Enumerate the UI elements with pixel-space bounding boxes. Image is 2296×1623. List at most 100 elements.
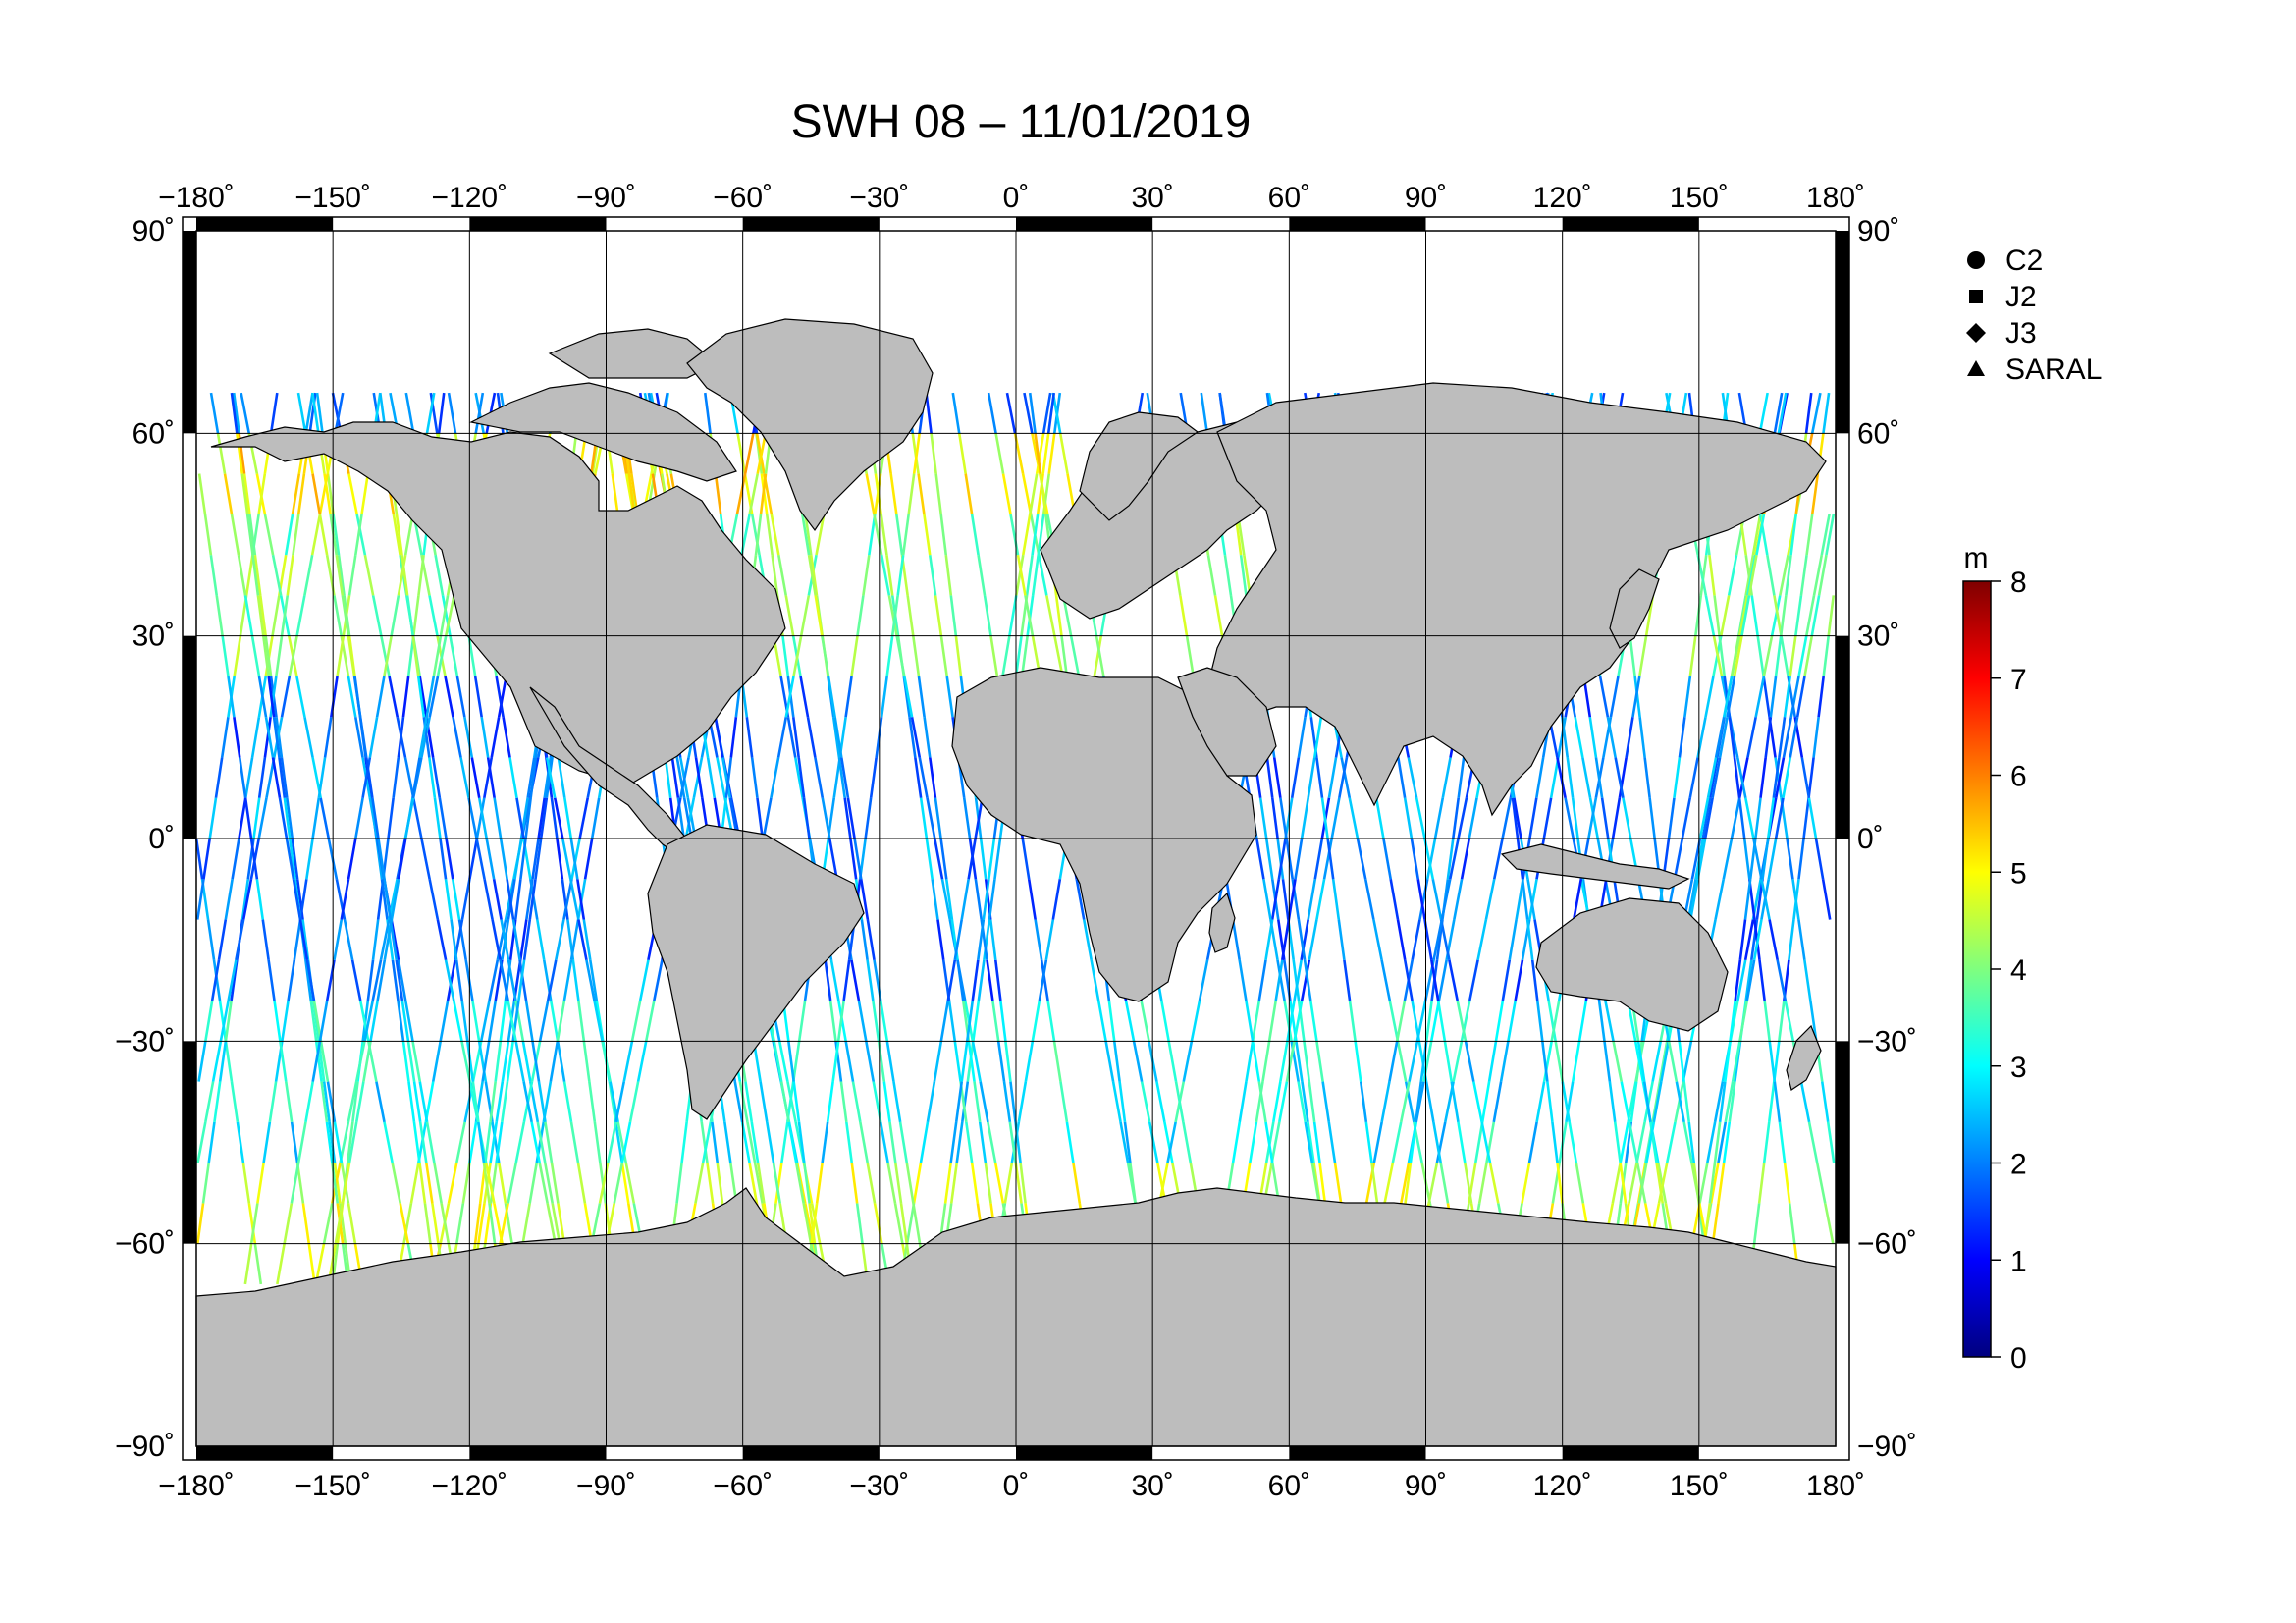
track-segment <box>550 797 559 839</box>
track-segment <box>882 1081 891 1123</box>
frame-bar-top <box>469 217 607 231</box>
track-segment <box>1044 919 1055 961</box>
track-segment <box>1297 1081 1308 1123</box>
track-segment <box>1614 757 1625 798</box>
track-segment <box>444 879 453 920</box>
track-segment <box>1802 797 1810 839</box>
track-segment <box>743 433 755 474</box>
track-segment <box>1213 595 1224 636</box>
track-segment <box>1789 635 1797 677</box>
track-segment <box>361 757 372 798</box>
track-segment <box>1752 1203 1761 1244</box>
track-segment <box>784 595 795 636</box>
track-segment <box>392 514 401 556</box>
track-segment <box>1530 959 1539 1001</box>
track-segment <box>970 1162 980 1204</box>
track-segment <box>589 959 599 1001</box>
track-segment <box>518 919 528 960</box>
track-segment <box>195 879 205 920</box>
track-segment <box>431 757 442 798</box>
track-segment <box>1763 1000 1772 1042</box>
track-segment <box>1820 1081 1830 1123</box>
track-segment <box>912 433 921 474</box>
track-segment <box>962 797 972 839</box>
track-segment <box>213 1081 222 1123</box>
track-segment <box>331 1162 342 1204</box>
track-segment <box>792 635 803 677</box>
track-segment <box>296 473 306 515</box>
track-segment <box>264 716 275 758</box>
track-segment <box>885 635 894 677</box>
track-segment <box>620 1121 632 1163</box>
track-segment <box>762 797 773 839</box>
track-segment <box>1804 392 1813 434</box>
track-segment <box>1629 635 1636 677</box>
track-segment <box>1022 514 1032 556</box>
track-segment <box>1415 797 1426 839</box>
track-segment <box>449 635 459 677</box>
track-segment <box>556 838 564 880</box>
track-segment <box>802 797 811 839</box>
track-segment <box>1264 1121 1274 1163</box>
lon-tick-label: −180˚ <box>158 182 235 214</box>
track-segment <box>1075 879 1086 920</box>
track-segment <box>1682 1081 1691 1123</box>
track-segment <box>447 392 457 434</box>
track-segment <box>1297 716 1307 758</box>
track-segment <box>1782 716 1793 758</box>
track-segment <box>1003 1162 1014 1204</box>
lon-tick-label: −150˚ <box>294 1470 371 1502</box>
track-segment <box>961 1081 970 1123</box>
track-segment <box>303 554 314 596</box>
track-segment <box>1179 595 1189 636</box>
track-segment <box>420 838 431 880</box>
track-segment <box>1433 797 1445 839</box>
track-segment <box>363 554 375 596</box>
track-segment <box>501 1081 509 1123</box>
track-segment <box>1255 838 1265 880</box>
track-segment <box>240 392 251 434</box>
track-segment <box>706 1162 715 1204</box>
track-segment <box>1265 757 1274 798</box>
track-segment <box>1415 1000 1427 1042</box>
lat-tick-label: −30˚ <box>1857 1025 1917 1057</box>
track-segment <box>1736 959 1747 1001</box>
track-segment <box>1274 959 1284 1001</box>
track-segment <box>1821 879 1832 920</box>
lon-tick-label: 180˚ <box>1806 182 1865 214</box>
track-segment <box>569 919 580 961</box>
track-segment <box>1822 392 1831 434</box>
track-segment <box>1817 676 1825 718</box>
track-segment <box>1119 1121 1130 1163</box>
track-segment <box>989 635 999 677</box>
track-segment <box>636 1041 648 1082</box>
track-segment <box>524 797 532 839</box>
track-segment <box>1809 1000 1818 1042</box>
track-segment <box>994 433 1005 474</box>
track-segment <box>853 838 863 880</box>
track-segment <box>919 1121 930 1163</box>
lon-tick-label: 120˚ <box>1533 182 1592 214</box>
track-segment <box>459 757 470 798</box>
track-segment <box>437 392 446 434</box>
track-segment <box>281 1000 290 1042</box>
track-segment <box>288 635 298 677</box>
track-segment <box>262 1121 272 1163</box>
track-segment <box>218 1041 228 1082</box>
track-segment <box>1757 1162 1766 1204</box>
track-segment <box>278 757 287 798</box>
track-segment <box>1281 879 1290 920</box>
track-segment <box>706 757 717 798</box>
track-segment <box>582 919 592 961</box>
track-segment <box>756 797 765 839</box>
track-segment <box>383 1121 394 1163</box>
track-segment <box>1031 554 1040 596</box>
track-segment <box>1487 1041 1498 1082</box>
track-segment <box>664 757 672 798</box>
track-segment <box>779 1081 790 1123</box>
track-segment <box>1310 1162 1321 1204</box>
track-segment <box>209 392 220 434</box>
track-segment <box>1054 595 1063 636</box>
track-segment <box>490 716 501 758</box>
track-segment <box>488 959 500 1001</box>
